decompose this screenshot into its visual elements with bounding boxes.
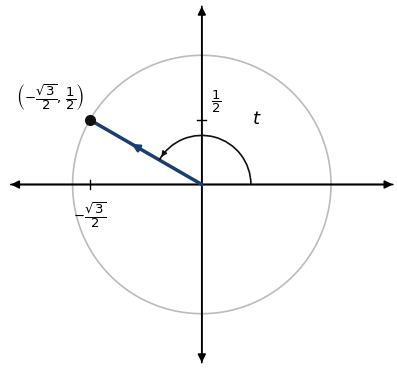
- Text: $\dfrac{1}{2}$: $\dfrac{1}{2}$: [211, 89, 221, 115]
- Text: $t$: $t$: [252, 110, 262, 128]
- Text: $\left(-\dfrac{\sqrt{3}}{2},\, \dfrac{1}{2}\right)$: $\left(-\dfrac{\sqrt{3}}{2},\, \dfrac{1}…: [16, 82, 85, 112]
- Text: $-\dfrac{\sqrt{3}}{2}$: $-\dfrac{\sqrt{3}}{2}$: [73, 200, 106, 230]
